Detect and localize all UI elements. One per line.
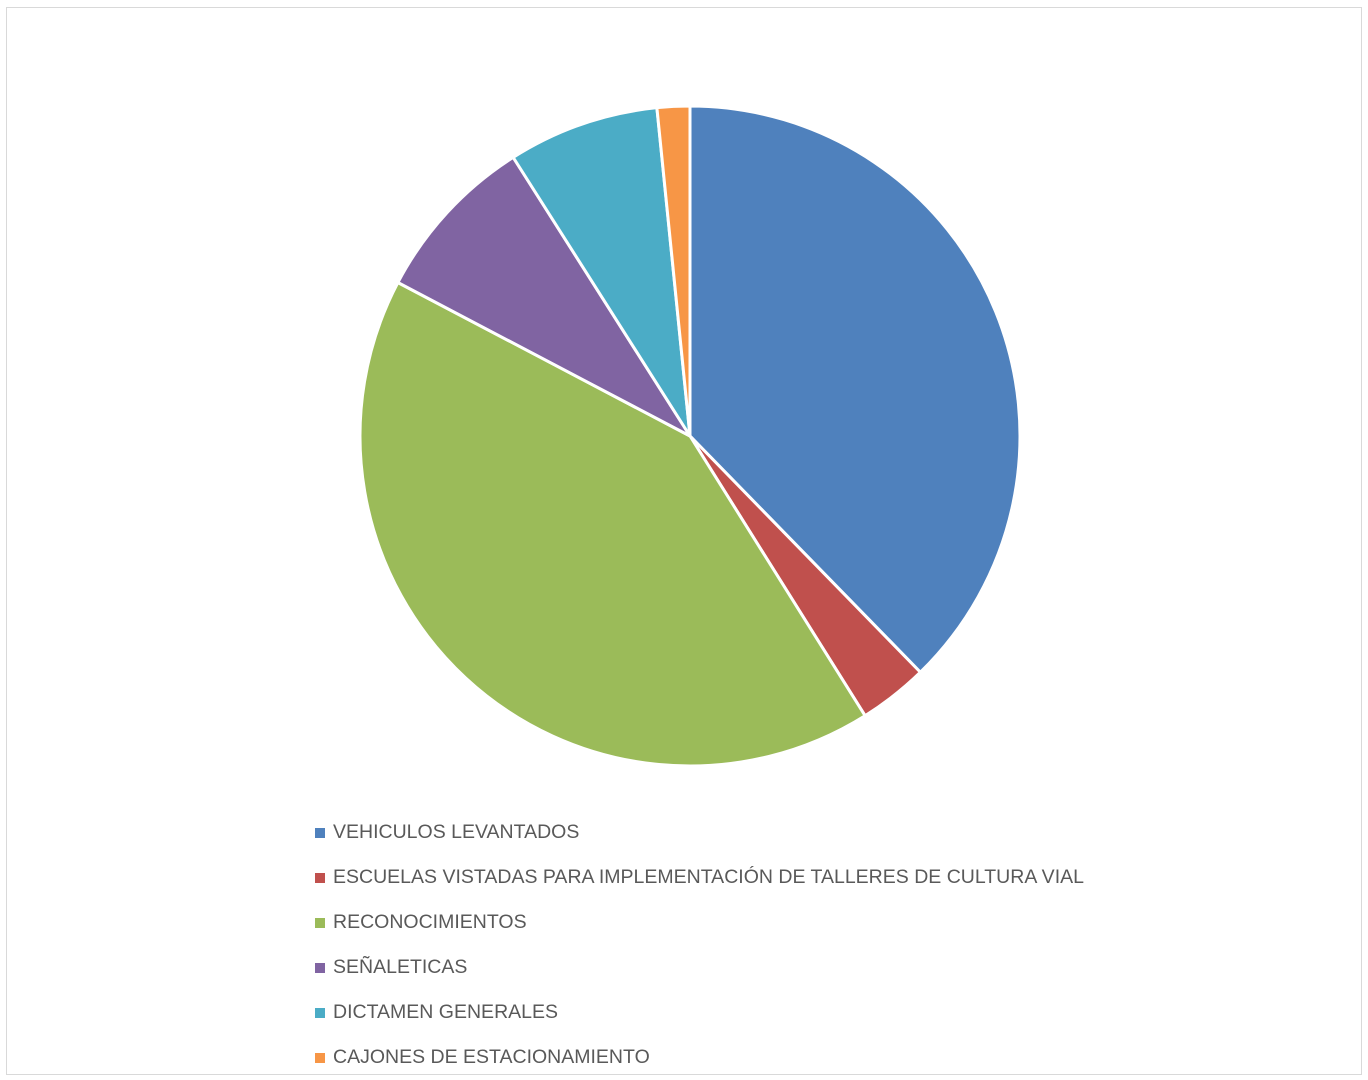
legend-swatch xyxy=(315,962,325,973)
legend-item: DICTAMEN GENERALES xyxy=(315,990,1084,1035)
legend-swatch xyxy=(315,872,325,883)
legend-swatch xyxy=(315,1052,325,1063)
pie-chart xyxy=(358,104,1022,768)
legend-item: VEHICULOS LEVANTADOS xyxy=(315,810,1084,855)
legend-item: RECONOCIMIENTOS xyxy=(315,900,1084,945)
legend-swatch xyxy=(315,827,325,838)
pie-slice-5 xyxy=(655,104,692,438)
legend-swatch xyxy=(315,917,325,928)
pie-slice-2 xyxy=(358,281,867,768)
legend-label: ESCUELAS VISTADAS PARA IMPLEMENTACIÓN DE… xyxy=(333,866,1084,888)
chart-area: VEHICULOS LEVANTADOS ESCUELAS VISTADAS PA… xyxy=(6,7,1362,1075)
pie-slice-3 xyxy=(396,155,692,438)
legend-label: RECONOCIMIENTOS xyxy=(333,911,527,933)
pie-slice-0 xyxy=(688,104,1022,674)
legend-label: CAJONES DE ESTACIONAMIENTO xyxy=(333,1046,650,1068)
legend-label: SEÑALETICAS xyxy=(333,956,468,978)
legend: VEHICULOS LEVANTADOS ESCUELAS VISTADAS PA… xyxy=(315,810,1084,1080)
legend-item: ESCUELAS VISTADAS PARA IMPLEMENTACIÓN DE… xyxy=(315,855,1084,900)
legend-label: DICTAMEN GENERALES xyxy=(333,1001,559,1023)
pie-slice-4 xyxy=(511,106,692,438)
legend-label: VEHICULOS LEVANTADOS xyxy=(333,821,580,843)
legend-swatch xyxy=(315,1007,325,1018)
legend-item: CAJONES DE ESTACIONAMIENTO xyxy=(315,1035,1084,1080)
legend-item: SEÑALETICAS xyxy=(315,945,1084,990)
